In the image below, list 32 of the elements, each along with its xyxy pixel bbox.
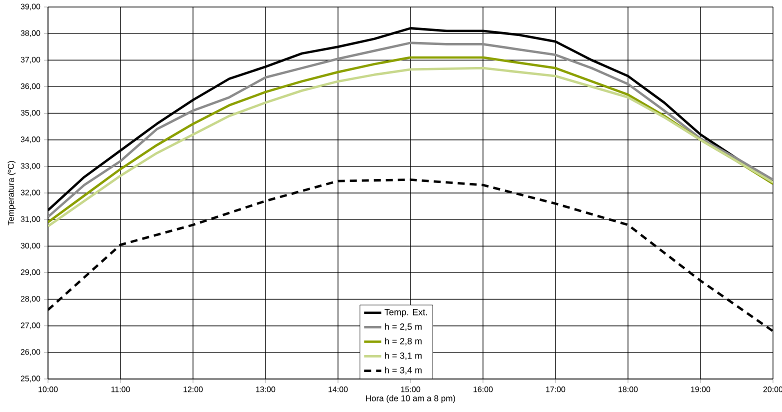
y-tick-label: 28,00 [20,296,40,303]
x-tick-label: 10:00 [38,386,58,392]
y-tick-label: 31,00 [20,216,40,223]
y-tick-label: 37,00 [20,56,40,64]
y-tick-label: 29,00 [20,269,40,276]
x-tick-label: 11:00 [111,386,130,392]
y-tick-label: 38,00 [20,30,40,37]
x-tick-label: 19:00 [691,386,710,392]
y-tick-label: 33,00 [20,163,40,170]
y-tick-label: 25,00 [20,376,40,382]
legend-label: Temp. Ext. [384,309,427,318]
y-tick-label: 39,00 [20,4,40,10]
x-tick-label: 14:00 [328,386,348,392]
x-tick-label: 16:00 [474,386,493,392]
y-tick-label: 32,00 [20,190,40,196]
x-tick-label: 12:00 [184,386,203,392]
legend-label: h = 3,4 m [385,366,422,374]
x-tick-label: 15:00 [401,386,420,392]
y-tick-label: 35,00 [20,110,40,117]
legend-label: h = 2,5 m [385,323,422,331]
y-tick-label: 27,00 [20,322,40,330]
x-axis-title: Hora (de 10 am a 8 pm) [366,395,456,403]
x-tick-label: 17:00 [546,386,566,392]
y-tick-label: 36,00 [20,83,40,90]
x-tick-label: 18:00 [618,386,638,392]
legend-label: h = 2,8 m [385,338,422,346]
y-tick-label: 30,00 [20,242,40,250]
x-tick-label: 13:00 [256,386,276,392]
y-tick-label: 34,00 [20,136,40,144]
y-tick-label: 26,00 [20,349,40,356]
y-axis-title: Temperatura (ºC) [8,161,16,226]
legend-label: h = 3,1 m [385,352,422,360]
